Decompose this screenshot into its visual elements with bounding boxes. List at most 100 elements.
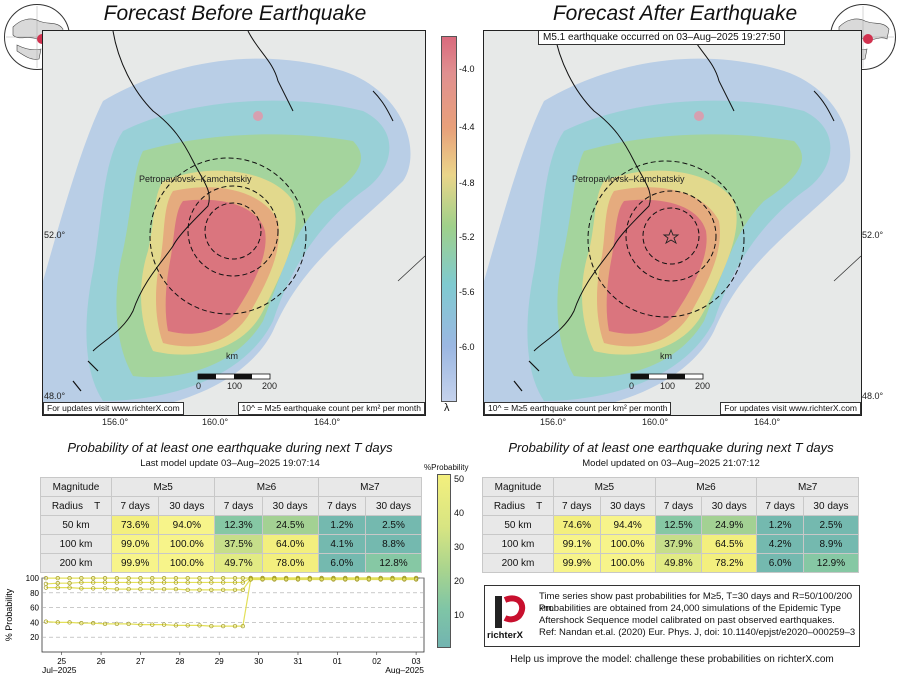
series-point — [232, 623, 238, 629]
series-point — [91, 620, 96, 626]
earthquake-banner: M5.1 earthquake occurred on 03–Aug–2025 … — [538, 31, 786, 45]
period-header: 30 days — [802, 496, 860, 516]
right-lon-156: 156.0° — [540, 417, 567, 427]
left-table-subtitle: Last model update 03–Aug–2025 19:07:14 — [140, 458, 320, 469]
series-point — [185, 623, 190, 628]
radius-header: Radius — [493, 500, 525, 512]
series-point — [161, 580, 167, 585]
series-point — [221, 587, 226, 592]
probability-cell: 94.4% — [599, 515, 656, 535]
right-title: Forecast After Earthquake — [552, 2, 798, 25]
series-point — [248, 577, 253, 582]
radius-cell: 100 km — [482, 534, 554, 554]
series-point — [150, 575, 155, 581]
series-point — [55, 575, 60, 581]
series-point — [138, 580, 143, 585]
probability-cell: 49.7% — [214, 553, 263, 573]
probability-cell: 64.0% — [261, 534, 319, 554]
table-row: 200 km 99.9% 100.0% 49.7% 78.0% 6.0% 12.8% — [40, 553, 422, 573]
series-point — [126, 575, 131, 581]
series-point — [185, 587, 190, 592]
probability-cell: 100.0% — [599, 534, 656, 554]
right-table-title: Probability of at least one earthquake d… — [508, 440, 834, 455]
left-table-title: Probability of at least one earthquake d… — [67, 440, 393, 455]
probability-cell: 100.0% — [158, 553, 216, 573]
table-row: 100 km 99.0% 100.0% 37.5% 64.0% 4.1% 8.8% — [40, 534, 422, 554]
probability-cell: 2.5% — [365, 515, 422, 535]
y-tick-label: 100 — [26, 574, 40, 583]
series-point — [173, 575, 179, 581]
series-point — [260, 577, 265, 582]
series-point — [232, 575, 238, 581]
probability-cell: 64.5% — [701, 534, 758, 554]
left-title: Forecast Before Earthquake — [103, 2, 367, 25]
info-line-1: Time series show past probabilities for … — [539, 591, 853, 614]
series-point — [161, 586, 167, 592]
series-point — [197, 623, 202, 628]
series-point — [114, 621, 119, 627]
x-tick-label: 27 — [136, 657, 145, 666]
right-table-subtitle: Model updated on 03–Aug–2025 21:07:12 — [582, 458, 760, 469]
series-point — [197, 587, 202, 592]
probability-cell: 12.9% — [802, 553, 860, 573]
series-point — [55, 585, 60, 590]
x-tick-label: 31 — [294, 657, 303, 666]
lambda-colorbar — [441, 36, 457, 402]
help-text[interactable]: Help us improve the model: challenge the… — [510, 654, 834, 665]
right-scale-0: 0 — [629, 381, 635, 391]
cbar-tick-2: -4.8 — [459, 178, 475, 188]
left-footer-url[interactable]: For updates visit www.richterX.com — [43, 402, 184, 415]
series-point — [150, 580, 155, 585]
pcbar-tick-30: 30 — [454, 542, 465, 552]
series-point — [173, 586, 179, 592]
radius-cell: 100 km — [40, 534, 112, 554]
magnitude-header: Magnitude — [40, 477, 112, 497]
x-tick-label: 03 — [412, 657, 421, 666]
probability-cell: 99.1% — [553, 534, 601, 554]
right-lon-164: 164.0° — [754, 417, 781, 427]
left-scale-0: 0 — [196, 381, 202, 391]
series-point — [240, 575, 245, 581]
cbar-tick-0: -4.0 — [459, 64, 475, 74]
cbar-tick-1: -4.4 — [459, 122, 475, 132]
series-point — [232, 587, 238, 592]
radius-cell: 50 km — [482, 515, 554, 535]
probability-cell: 78.0% — [261, 553, 319, 573]
series-point — [114, 575, 119, 581]
mag-header-0: M≥5 — [110, 477, 216, 497]
probability-cell: 74.6% — [553, 515, 601, 535]
pcbar-tick-50: 50 — [454, 474, 465, 484]
series-point — [150, 586, 155, 592]
probability-cell: 37.5% — [214, 534, 263, 554]
radius-cell: 50 km — [40, 515, 112, 535]
left-lat-52: 52.0° — [44, 230, 66, 240]
series-point — [79, 580, 84, 585]
probability-colorbar — [437, 474, 451, 648]
cbar-tick-3: -5.2 — [459, 232, 475, 242]
mag-header-2: M≥7 — [756, 477, 859, 497]
x-month-label: Aug–2025 — [385, 665, 424, 674]
radius-cell: 200 km — [482, 553, 554, 573]
left-lon-160: 160.0° — [202, 417, 229, 427]
probability-cell: 12.3% — [214, 515, 263, 535]
right-forecast-map: M5.1 earthquake occurred on 03–Aug–2025 … — [483, 30, 862, 416]
series-point — [221, 575, 226, 581]
series-point — [331, 577, 336, 582]
series-point — [114, 586, 119, 592]
series-point — [43, 585, 49, 590]
series-point — [232, 580, 238, 585]
series-point — [209, 575, 214, 581]
probability-cell: 99.0% — [110, 534, 160, 554]
y-tick-label: 20 — [30, 633, 39, 642]
right-footer-formula: 10^ = M≥5 earthquake count per km² per m… — [484, 402, 672, 415]
probability-cell: 1.2% — [756, 515, 804, 535]
series-point — [209, 623, 214, 629]
series-point — [173, 623, 179, 628]
series-point — [413, 577, 419, 582]
mag-header-2: M≥7 — [317, 477, 423, 497]
x-tick-label: 25 — [57, 657, 66, 666]
probability-cell: 24.5% — [261, 515, 319, 535]
right-footer-url[interactable]: For updates visit www.richterX.com — [720, 402, 861, 415]
cbar-tick-4: -5.6 — [459, 287, 475, 297]
